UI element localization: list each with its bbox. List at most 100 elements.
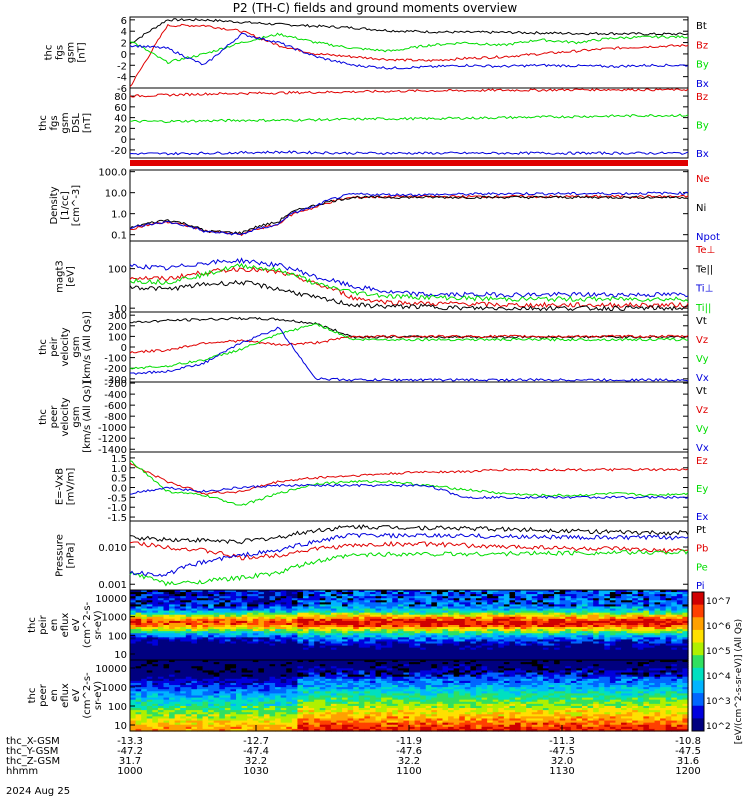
heatmap-cell xyxy=(191,682,198,686)
heatmap-cell xyxy=(587,594,594,597)
heatmap-cell xyxy=(325,627,332,630)
heatmap-cell xyxy=(515,608,522,612)
heatmap-cell xyxy=(615,600,622,603)
heatmap-cell xyxy=(425,674,432,678)
heatmap-cell xyxy=(464,633,471,636)
heatmap-cell xyxy=(542,590,550,593)
heatmap-cell xyxy=(671,647,678,651)
heatmap-cell xyxy=(503,614,511,618)
heatmap-cell xyxy=(381,647,388,651)
heatmap-cell xyxy=(559,655,566,659)
heatmap-cell xyxy=(135,604,142,608)
heatmap-cell xyxy=(275,670,282,674)
heatmap-cell xyxy=(498,635,505,638)
heatmap-cell xyxy=(146,643,153,647)
ytick-label: 80 xyxy=(114,92,127,103)
heatmap-cell xyxy=(509,676,516,680)
heatmap-cell xyxy=(196,645,204,649)
heatmap-cell xyxy=(598,594,605,597)
heatmap-cell xyxy=(515,604,522,608)
heatmap-cell xyxy=(436,608,444,612)
heatmap-cell xyxy=(146,596,153,599)
heatmap-cell xyxy=(442,672,449,676)
heatmap-cell xyxy=(219,612,226,616)
heatmap-cell xyxy=(330,641,338,645)
heatmap-cell xyxy=(297,678,304,682)
heatmap-cell xyxy=(676,645,684,649)
heatmap-cell xyxy=(152,651,159,655)
heatmap-cell xyxy=(219,676,226,680)
heatmap-cell xyxy=(442,662,449,665)
heatmap-cell xyxy=(291,666,298,669)
heatmap-cell xyxy=(481,629,488,632)
heatmap-cell xyxy=(381,631,388,634)
heatmap-cell xyxy=(358,657,365,661)
heatmap-cell xyxy=(286,610,293,614)
heatmap-cell xyxy=(386,622,393,626)
heatmap-cell xyxy=(548,604,555,608)
heatmap-cell xyxy=(593,672,600,676)
heatmap-cell xyxy=(286,590,293,593)
heatmap-cell xyxy=(308,682,315,686)
heatmap-cell xyxy=(565,639,572,643)
heatmap-cell xyxy=(604,594,611,597)
heatmap-cell xyxy=(431,641,438,645)
heatmap-cell xyxy=(554,670,561,674)
heatmap-cell xyxy=(604,643,611,647)
heatmap-cell xyxy=(537,676,544,680)
heatmap-cell xyxy=(347,618,354,622)
heatmap-cell xyxy=(515,590,522,593)
heatmap-cell xyxy=(531,637,538,641)
heatmap-cell xyxy=(565,664,572,667)
heatmap-cell xyxy=(325,596,332,599)
heatmap-cell xyxy=(643,612,650,616)
heatmap-cell xyxy=(498,682,505,686)
heatmap-cell xyxy=(481,639,488,643)
heatmap-cell xyxy=(548,651,555,655)
heatmap-cell xyxy=(498,594,505,597)
heatmap-cell xyxy=(135,643,142,647)
heatmap-cell xyxy=(247,647,254,651)
heatmap-cell xyxy=(152,614,159,618)
ylabel-line: gsm xyxy=(71,406,82,427)
heatmap-cell xyxy=(492,653,499,657)
heatmap-cell xyxy=(325,680,332,684)
heatmap-cell xyxy=(475,631,483,634)
heatmap-cell xyxy=(397,604,405,608)
heatmap-cell xyxy=(676,602,684,606)
heatmap-cell xyxy=(275,612,282,616)
heatmap-cell xyxy=(135,612,142,616)
heatmap-cell xyxy=(615,666,622,669)
heatmap-cell xyxy=(381,608,388,612)
heatmap-cell xyxy=(570,657,577,661)
heatmap-cell xyxy=(180,631,187,634)
heatmap-cell xyxy=(397,612,405,616)
heatmap-cell xyxy=(576,643,583,647)
heatmap-cell xyxy=(626,680,633,684)
heatmap-cell xyxy=(420,592,427,595)
heatmap-cell xyxy=(654,606,661,610)
heatmap-cell xyxy=(637,660,644,663)
heatmap-cell xyxy=(414,676,421,680)
heatmap-cell xyxy=(353,608,360,612)
heatmap-cell xyxy=(414,612,421,616)
heatmap-cell xyxy=(297,610,304,614)
heatmap-cell xyxy=(397,668,405,672)
heatmap-cell xyxy=(593,596,600,599)
heatmap-cell xyxy=(414,641,421,645)
heatmap-cell xyxy=(537,594,544,597)
heatmap-cell xyxy=(247,627,254,630)
heatmap-cell xyxy=(587,674,594,678)
heatmap-cell xyxy=(280,608,287,612)
heatmap-cell xyxy=(576,651,583,655)
heatmap-cell xyxy=(409,682,416,686)
heatmap-cell xyxy=(330,639,338,643)
heatmap-cell xyxy=(358,639,365,643)
heatmap-cell xyxy=(403,647,410,651)
heatmap-cell xyxy=(130,641,137,645)
heatmap-cell xyxy=(169,670,176,674)
series-line-By xyxy=(129,113,689,124)
heatmap-cell xyxy=(632,664,639,667)
heatmap-cell xyxy=(347,651,354,655)
heatmap-cell xyxy=(459,655,466,659)
